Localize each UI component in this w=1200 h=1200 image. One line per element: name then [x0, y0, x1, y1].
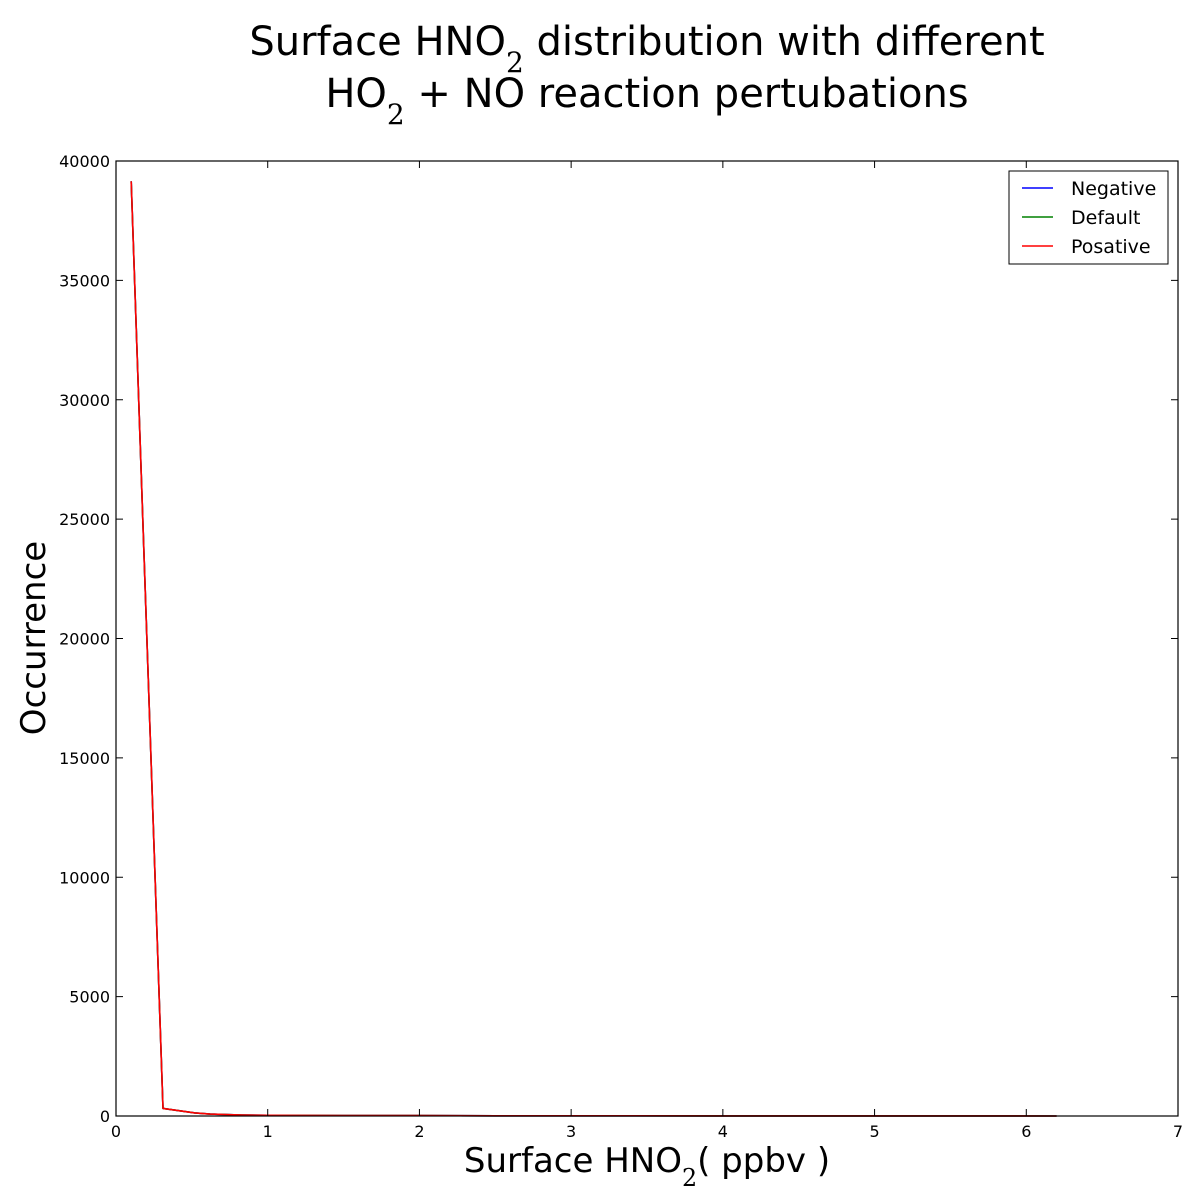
y-tick-label: 10000 — [59, 868, 110, 887]
legend-label: Default — [1071, 207, 1140, 229]
label-text: HO — [325, 71, 387, 117]
y-tick-label: 0 — [100, 1107, 110, 1126]
chart-title: Surface HNO2 distribution with different… — [249, 19, 1044, 131]
legend-label: Posative — [1071, 236, 1151, 258]
x-tick-label: 3 — [566, 1122, 576, 1141]
x-tick-label: 4 — [718, 1122, 728, 1141]
x-axis-label: Surface HNO2( ppbv ) — [464, 1141, 830, 1192]
y-tick-label: 40000 — [59, 152, 110, 171]
subscript-text: 2 — [682, 1164, 697, 1192]
x-tick-label: 6 — [1021, 1122, 1031, 1141]
chart-title-line: Surface HNO2 distribution with different — [249, 19, 1044, 79]
x-tick-label: 2 — [414, 1122, 424, 1141]
x-tick-label: 7 — [1173, 1122, 1183, 1141]
label-text: Surface HNO — [249, 19, 506, 65]
x-tick-label: 5 — [869, 1122, 879, 1141]
x-axis-ticks: 0 1 2 3 4 5 6 7 — [111, 161, 1183, 1141]
y-axis-label: Occurrence — [14, 541, 54, 735]
y-tick-label: 25000 — [59, 510, 110, 529]
label-text: ( ppbv ) — [697, 1141, 830, 1181]
y-tick-label: 35000 — [59, 271, 110, 290]
label-text: Surface HNO — [464, 1141, 682, 1181]
legend: Negative Default Posative — [1008, 170, 1169, 265]
chart-title-line: HO2 + NO reaction pertubations — [325, 71, 968, 131]
x-tick-label: 1 — [263, 1122, 273, 1141]
y-axis-ticks: 0 5000 10000 15000 20000 25000 30000 35000 40000 — [59, 152, 1178, 1126]
y-tick-label: 15000 — [59, 749, 110, 768]
y-tick-label: 5000 — [69, 988, 110, 1007]
subscript-text: 2 — [506, 46, 524, 79]
label-text: distribution with different — [524, 19, 1045, 65]
legend-label: Negative — [1071, 178, 1156, 200]
label-text: + NO reaction pertubations — [405, 71, 969, 117]
y-tick-label: 30000 — [59, 391, 110, 410]
x-tick-label: 0 — [111, 1122, 121, 1141]
subscript-text: 2 — [387, 98, 405, 131]
y-tick-label: 20000 — [59, 630, 110, 649]
